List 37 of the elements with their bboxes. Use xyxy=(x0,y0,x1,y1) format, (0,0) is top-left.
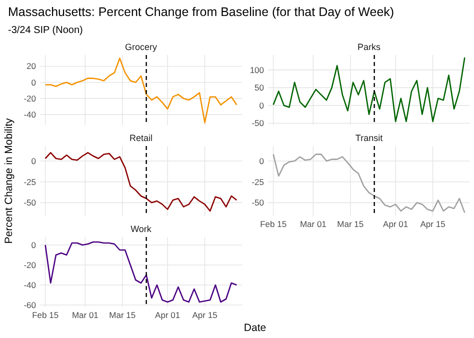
text: Date xyxy=(244,322,266,334)
x-tick-label: Mar 01 xyxy=(72,310,99,320)
x-tick-label: Apr 15 xyxy=(192,310,218,320)
x-tick-label: Mar 15 xyxy=(109,310,136,320)
y-tick-label: -25 xyxy=(252,176,264,187)
chart-title: Grocery xyxy=(124,42,158,52)
y-tick-label: 0 xyxy=(31,240,36,250)
y-tick-label: 0 xyxy=(259,156,264,166)
y-tick-label: -50 xyxy=(24,198,36,208)
text: Massachusetts: Percent Change from Baseline (for that Day of Week) xyxy=(8,5,394,19)
x-tick-label: Mar 01 xyxy=(300,219,327,229)
x-tick-label: Apr 15 xyxy=(420,219,446,229)
text: Percent Change in Mobility xyxy=(3,118,15,244)
y-tick-label: -40 xyxy=(24,280,36,290)
y-tick-label: -25 xyxy=(24,176,36,187)
x-tick-label: Feb 15 xyxy=(260,219,287,229)
chart-title: Transit xyxy=(355,133,384,143)
text: -3/24 SIP (Noon) xyxy=(8,25,83,36)
y-tick-label: -20 xyxy=(24,93,36,104)
x-tick-label: Feb 15 xyxy=(32,310,59,320)
y-tick-label: -20 xyxy=(24,260,36,270)
x-tick-label: Apr 01 xyxy=(383,219,408,229)
y-tick-label: 50 xyxy=(254,82,264,93)
y-tick-label: -50 xyxy=(252,198,264,208)
y-tick-label: -50 xyxy=(252,118,264,128)
chart-title: Work xyxy=(130,224,152,234)
y-tick-label: 20 xyxy=(26,61,36,72)
y-tick-label: 0 xyxy=(259,100,264,110)
y-tick-label: 100 xyxy=(250,64,264,75)
y-tick-label: 0 xyxy=(31,77,36,88)
chart-title: Parks xyxy=(357,42,381,52)
y-tick-label: -60 xyxy=(24,300,36,310)
x-tick-label: Apr 01 xyxy=(155,310,180,320)
chart-title: Retail xyxy=(129,133,153,143)
x-tick-label: Mar 15 xyxy=(337,219,364,229)
y-tick-label: -40 xyxy=(24,110,36,120)
y-tick-label: 0 xyxy=(31,156,36,166)
